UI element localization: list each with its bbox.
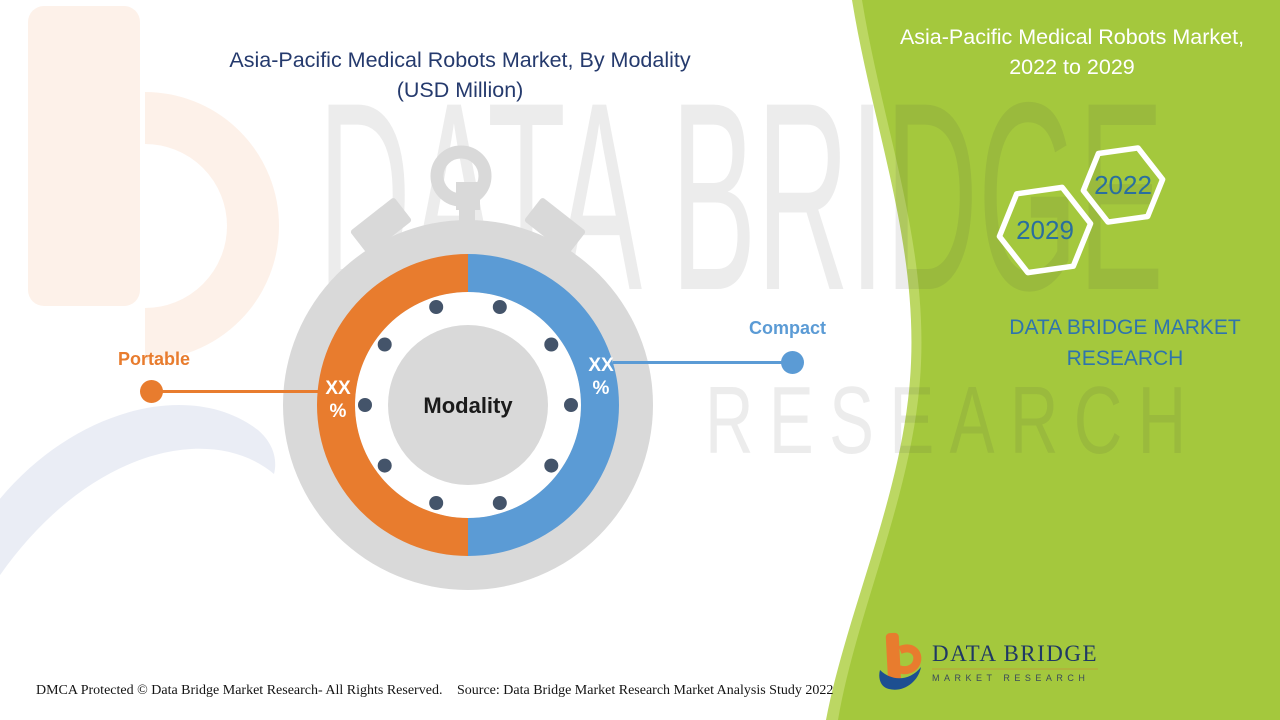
source-note: Source: Data Bridge Market Research Mark… (457, 683, 834, 698)
donut-center-label: Modality (423, 393, 513, 418)
brand-wordmark-line2: RESEARCH (1066, 347, 1184, 370)
portable-value: XX % (315, 377, 361, 423)
side-panel-title: Asia-Pacific Medical Robots Market, 2022… (872, 22, 1272, 82)
dmca-notice: DMCA Protected © Data Bridge Market Rese… (36, 683, 443, 698)
company-logo-name: DATA BRIDGE (932, 640, 1099, 666)
company-logo: DATA BRIDGE MARKET RESEARCH (876, 630, 1099, 694)
donut-segment-portable (317, 254, 468, 556)
compact-value: XX % (578, 354, 624, 400)
page-title-line2: (USD Million) (396, 78, 524, 102)
company-logo-tagline: MARKET RESEARCH (932, 672, 1090, 683)
side-panel-title-line1: Asia-Pacific Medical Robots Market, (899, 25, 1245, 49)
hexagon-year-2022: 2022 (1094, 170, 1152, 200)
company-logo-text: DATA BRIDGE MARKET RESEARCH (932, 640, 1099, 683)
clock-tick-dots (358, 300, 578, 510)
brand-wordmark-line1: DATA BRIDGE MARKET (1009, 316, 1241, 339)
compact-value-unit: % (592, 378, 610, 399)
portable-callout-line (161, 390, 341, 393)
portable-value-unit: % (329, 401, 347, 422)
compact-callout-dot (781, 351, 804, 374)
side-panel-title-line2: 2022 to 2029 (1009, 55, 1135, 79)
page-title-line1: Asia-Pacific Medical Robots Market, By M… (229, 48, 691, 72)
watermark-b-logo (0, 6, 279, 576)
legend-label-portable: Portable (118, 349, 191, 369)
page-title: Asia-Pacific Medical Robots Market, By M… (150, 45, 770, 105)
donut-segment-compact (468, 254, 619, 556)
hexagon-2022 (1080, 145, 1166, 225)
watermark-b-stem (28, 6, 140, 306)
green-panel-main (838, 0, 1280, 720)
company-logo-icon (879, 632, 922, 690)
compact-callout-line (613, 361, 785, 364)
hexagon-2029 (996, 184, 1094, 276)
donut-center-circle (388, 325, 548, 485)
watermark-swoosh (0, 405, 276, 576)
stopwatch-donut-chart: Modality (283, 145, 653, 590)
company-logo-rule (932, 667, 1099, 670)
legend-label-compact: Compact (749, 318, 827, 338)
brand-wordmark: DATA BRIDGE MARKET RESEARCH (960, 312, 1280, 374)
compact-value-number: XX (588, 355, 614, 376)
portable-value-number: XX (325, 378, 351, 399)
stopwatch-left-button (350, 198, 412, 254)
stopwatch-right-button (524, 198, 586, 254)
hexagon-year-2029: 2029 (1016, 215, 1074, 245)
year-hexagons: 2029 2022 (996, 145, 1166, 276)
watermark-b-bowl (144, 92, 279, 360)
portable-callout-dot (140, 380, 163, 403)
